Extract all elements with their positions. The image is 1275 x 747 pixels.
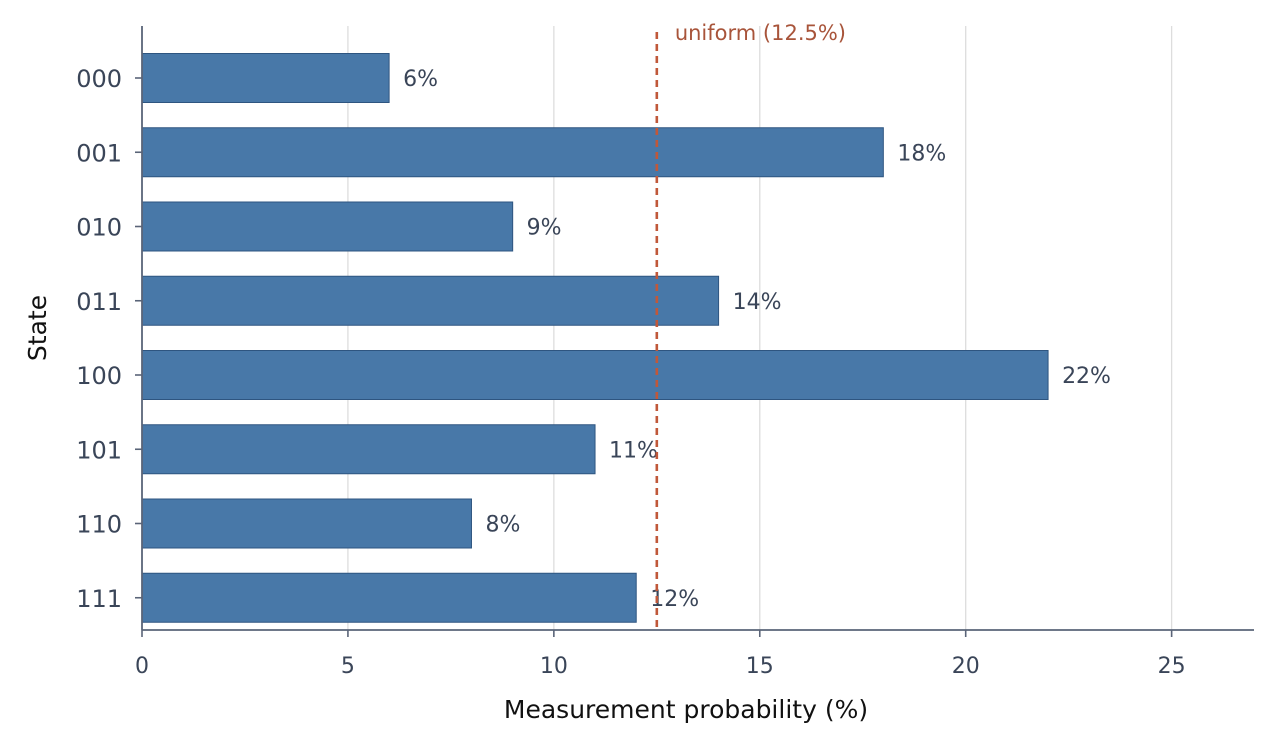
- data-label-111: 12%: [650, 587, 699, 612]
- data-label-110: 8%: [485, 513, 520, 538]
- x-tick-label-15: 15: [746, 654, 774, 679]
- reference-line-group: uniform (12.5%): [655, 21, 846, 630]
- y-tick-label-011: 011: [76, 288, 122, 316]
- y-tick-label-100: 100: [76, 362, 122, 390]
- bar-101: [141, 424, 596, 475]
- uniform-reference-label: uniform (12.5%): [675, 21, 846, 45]
- x-axis-title: Measurement probability (%): [504, 695, 868, 724]
- bar-010: [141, 201, 514, 252]
- x-tick-label-10: 10: [540, 654, 568, 679]
- y-tick-label-000: 000: [76, 65, 122, 93]
- bar-001: [141, 127, 884, 178]
- bar-110: [141, 498, 472, 549]
- y-tick-label-010: 010: [76, 214, 122, 242]
- data-label-001: 18%: [897, 141, 946, 166]
- data-label-101: 11%: [609, 438, 658, 463]
- y-axis-title: State: [23, 295, 52, 361]
- x-tick-label-5: 5: [341, 654, 355, 679]
- data-label-000: 6%: [403, 67, 438, 92]
- axes: [141, 26, 1254, 631]
- bar-100: [141, 350, 1049, 400]
- data-label-011: 14%: [733, 290, 782, 315]
- y-tick-label-101: 101: [76, 436, 122, 464]
- data-label-100: 22%: [1062, 364, 1111, 389]
- bar-000: [141, 53, 390, 103]
- x-ticks: 0 5 10 15 20 25: [135, 630, 1186, 679]
- data-label-010: 9%: [527, 216, 562, 241]
- x-tick-label-0: 0: [135, 654, 149, 679]
- x-tick-label-25: 25: [1158, 654, 1186, 679]
- y-ticks: 000 001 010 011 100 101 110 111: [76, 65, 142, 613]
- y-tick-label-111: 111: [76, 585, 122, 613]
- bar-011: [141, 275, 720, 326]
- x-tick-label-20: 20: [952, 654, 980, 679]
- bar-111: [141, 572, 637, 623]
- y-tick-label-001: 001: [76, 139, 122, 167]
- y-tick-label-110: 110: [76, 511, 122, 539]
